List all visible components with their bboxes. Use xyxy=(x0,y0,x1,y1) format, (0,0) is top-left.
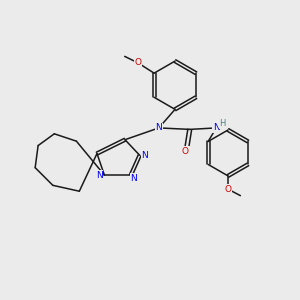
Text: N: N xyxy=(96,170,102,179)
Text: O: O xyxy=(134,58,141,67)
Text: O: O xyxy=(224,185,232,194)
Text: O: O xyxy=(182,147,189,156)
Text: N: N xyxy=(213,123,220,132)
Text: N: N xyxy=(130,174,137,183)
Text: H: H xyxy=(220,119,226,128)
Text: N: N xyxy=(142,151,148,160)
Text: N: N xyxy=(155,123,162,132)
